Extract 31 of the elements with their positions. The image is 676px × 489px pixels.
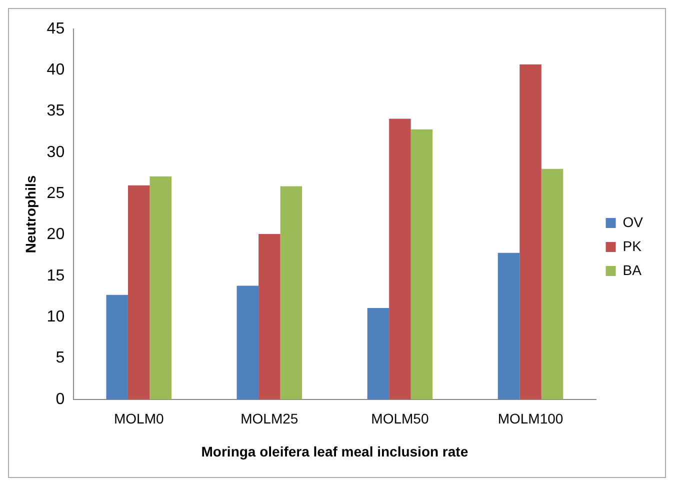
x-tick-label: MOLM100 bbox=[498, 410, 564, 427]
y-tick-label: 20 bbox=[46, 226, 65, 244]
bar bbox=[498, 252, 520, 400]
y-tick-label: 35 bbox=[46, 102, 65, 120]
x-tick-label: MOLM0 bbox=[114, 410, 164, 427]
y-tick-label: 30 bbox=[46, 144, 65, 161]
y-tick-label: 5 bbox=[56, 350, 65, 367]
y-tick-label: 25 bbox=[46, 185, 65, 202]
bar bbox=[367, 308, 390, 400]
bar bbox=[410, 129, 433, 400]
bar bbox=[128, 185, 150, 400]
bar bbox=[236, 286, 259, 400]
legend-label: BA bbox=[622, 262, 642, 278]
bar bbox=[541, 168, 564, 400]
bar bbox=[258, 234, 280, 400]
y-axis-title: Neutrophils bbox=[22, 175, 38, 254]
legend-label: PK bbox=[622, 238, 642, 254]
x-tick-label: MOLM25 bbox=[240, 410, 298, 427]
bar bbox=[389, 118, 411, 400]
bar bbox=[106, 294, 128, 400]
y-tick-label: 0 bbox=[56, 390, 65, 408]
bar bbox=[280, 186, 302, 400]
legend-label: OV bbox=[622, 214, 644, 230]
y-tick-label: 40 bbox=[46, 62, 65, 79]
x-axis-title: Moringa oleifera leaf meal inclusion rate bbox=[201, 443, 468, 460]
y-tick-label: 10 bbox=[46, 308, 65, 326]
bar bbox=[520, 64, 542, 400]
y-tick-label: 45 bbox=[46, 20, 65, 38]
y-tick-label: 15 bbox=[46, 267, 65, 284]
x-tick-label: MOLM50 bbox=[371, 410, 429, 427]
bar bbox=[150, 176, 172, 400]
